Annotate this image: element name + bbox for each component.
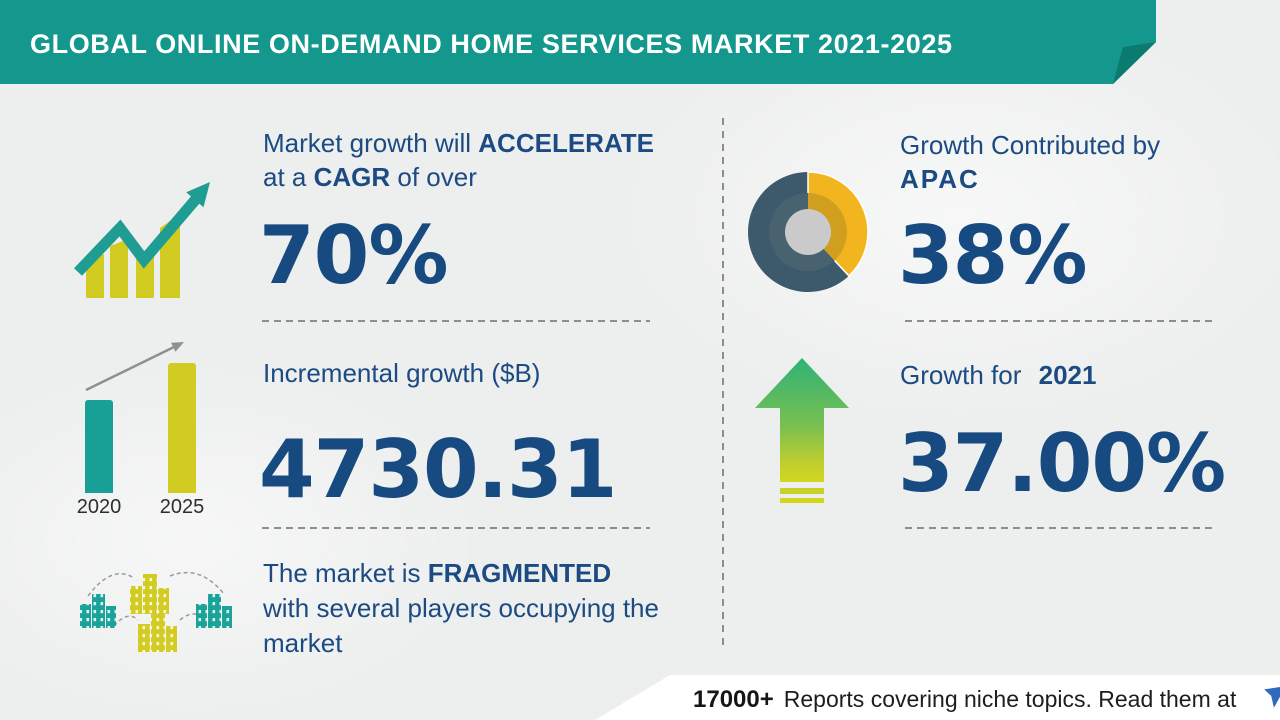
apac-label-line1: Growth Contributed by bbox=[900, 130, 1161, 160]
donut-chart-icon bbox=[748, 171, 869, 292]
report-count: 17000+ bbox=[693, 686, 774, 713]
bar-label-2025: 2025 bbox=[159, 496, 205, 518]
growth-label-text: Growth for bbox=[900, 360, 1022, 390]
separator-left-1 bbox=[262, 320, 650, 322]
growth-trend-icon bbox=[74, 182, 210, 298]
bar-label-2020: 2020 bbox=[76, 496, 122, 518]
fragmented-text3: market bbox=[263, 628, 343, 658]
cagr-accelerate: ACCELERATE bbox=[478, 128, 655, 158]
bar-2020 bbox=[85, 400, 113, 493]
fragmented-text2: with several players occupying the bbox=[263, 593, 659, 623]
apac-label: Growth Contributed by APAC bbox=[900, 128, 1160, 196]
apac-region: APAC bbox=[900, 164, 980, 194]
growth-year: 2021 bbox=[1038, 360, 1097, 390]
separator-right-2 bbox=[905, 527, 1213, 529]
separator-right-1 bbox=[905, 320, 1213, 322]
footer-text: Reports covering niche topics. Read them… bbox=[783, 686, 1237, 712]
cagr-label-text2: at a bbox=[263, 162, 314, 192]
buildings-network-icon bbox=[80, 571, 232, 652]
bar-2025 bbox=[168, 363, 196, 493]
growth-label: Growth for 2021 bbox=[900, 358, 1096, 392]
column-divider bbox=[722, 118, 724, 646]
cagr-bold: CAGR bbox=[313, 162, 391, 192]
fragmented-bold: FRAGMENTED bbox=[427, 558, 612, 588]
technavio-logo-icon bbox=[1264, 686, 1280, 708]
cagr-value: 70% bbox=[259, 209, 448, 302]
fragmented-label: The market is FRAGMENTED with several pl… bbox=[263, 556, 659, 661]
cagr-label-text3: of over bbox=[390, 162, 477, 192]
cagr-label: Market growth will ACCELERATE at a CAGR … bbox=[263, 126, 654, 194]
separator-left-2 bbox=[262, 527, 650, 529]
page-title: GLOBAL ONLINE ON-DEMAND HOME SERVICES MA… bbox=[30, 29, 953, 59]
incremental-label: Incremental growth ($B) bbox=[263, 358, 541, 388]
fragmented-text1: The market is bbox=[263, 558, 428, 588]
apac-value: 38% bbox=[898, 209, 1087, 302]
incremental-value: 4730.31 bbox=[259, 423, 617, 516]
header-ribbon bbox=[0, 0, 1156, 84]
cagr-label-text: Market growth will bbox=[263, 128, 479, 158]
trend-arrow-icon bbox=[85, 342, 184, 392]
technavio-logo: technavio™ bbox=[1262, 681, 1280, 714]
growth-value: 37.00% bbox=[898, 417, 1226, 510]
footer-strip: 17000+ Reports covering niche topics. Re… bbox=[595, 675, 1280, 720]
up-arrow-icon bbox=[755, 358, 849, 503]
